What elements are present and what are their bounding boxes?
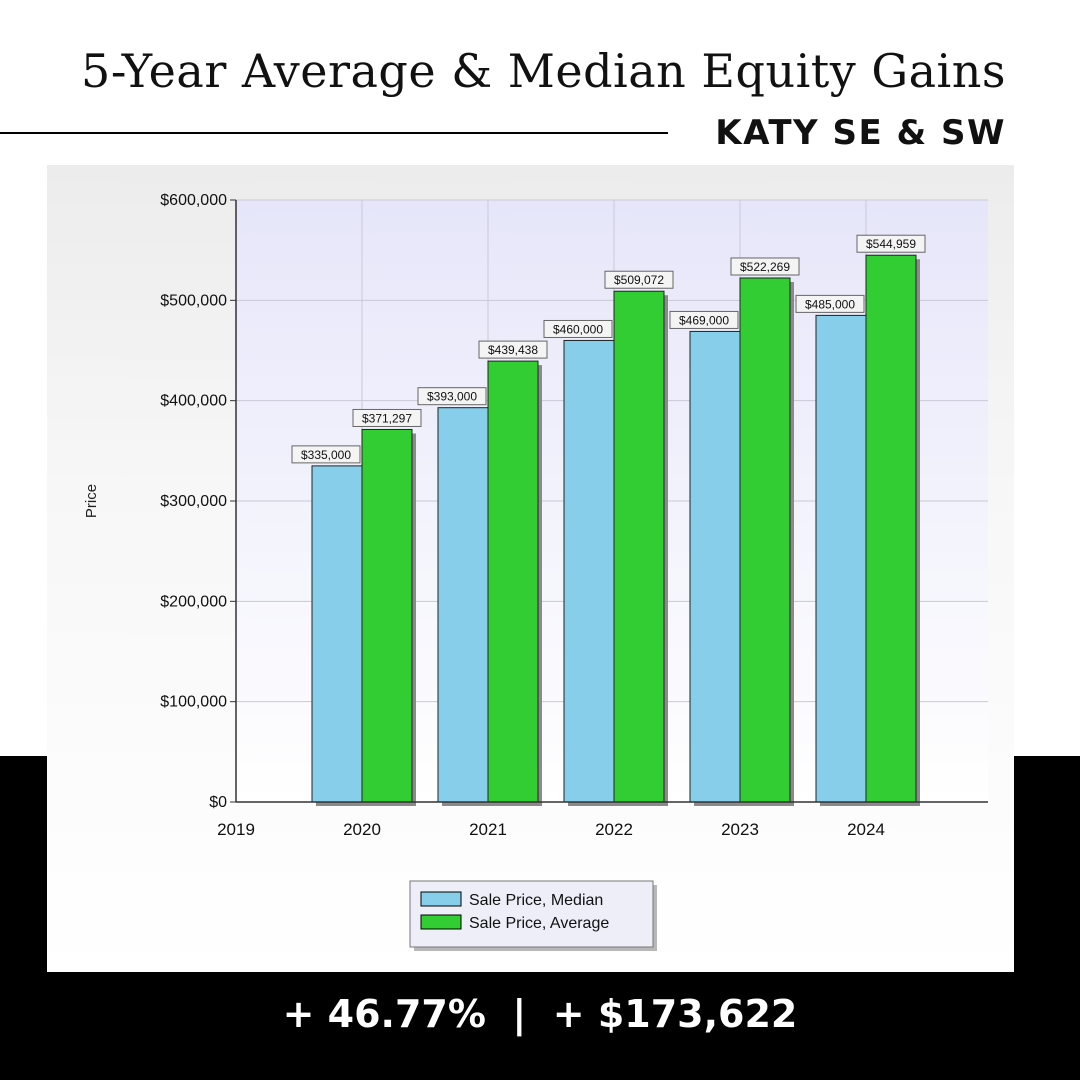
- data-label: $544,959: [866, 237, 916, 251]
- axes: $0 $100,000 $200,000 $300,000 $400,000 $500,0…: [160, 192, 988, 839]
- data-label: $469,000: [679, 313, 729, 327]
- data-label: $335,000: [301, 448, 351, 462]
- y-tick-label: $0: [209, 794, 227, 811]
- x-tick-label: 2019: [217, 820, 255, 839]
- data-label-box: [604, 270, 674, 289]
- bars: [311, 254, 920, 806]
- page-subtitle: KATY SE & SW: [715, 113, 1006, 153]
- title-divider: [0, 132, 668, 134]
- data-label: $371,297: [362, 411, 412, 425]
- data-label: $485,000: [805, 297, 855, 311]
- data-label-box: [543, 319, 613, 338]
- legend-swatch-median: [420, 891, 462, 907]
- data-label-box: [352, 408, 422, 427]
- data-label-box: [417, 387, 487, 406]
- bar-average: [739, 277, 791, 803]
- data-label: $393,000: [427, 390, 477, 404]
- y-axis-label: Price: [83, 484, 100, 518]
- data-label: $509,072: [614, 273, 664, 287]
- y-tick-label: $500,000: [160, 292, 227, 309]
- bar-median: [437, 407, 489, 803]
- bar-median: [815, 314, 867, 803]
- data-label-box: [669, 310, 739, 329]
- data-label-box: [478, 340, 548, 359]
- footer-separator: |: [512, 992, 527, 1036]
- legend-swatch-average: [420, 914, 462, 930]
- bar-chart: $0 $100,000 $200,000 $300,000 $400,000 $500,0…: [83, 192, 988, 951]
- footer-stats: + 46.77% | + $173,622: [0, 992, 1080, 1036]
- data-labels: $335,000 $371,297 $393,000 $439,438 $460,000…: [291, 234, 926, 464]
- x-tick-label: 2020: [343, 820, 381, 839]
- y-tick-label: $400,000: [160, 393, 227, 410]
- y-tick-label: $200,000: [160, 593, 227, 610]
- bar-median: [689, 330, 741, 803]
- data-label: $460,000: [553, 322, 603, 336]
- data-label-box: [795, 294, 865, 313]
- x-tick-label: 2021: [469, 820, 507, 839]
- legend-label-median: Sale Price, Median: [469, 892, 603, 909]
- bar-average: [361, 428, 413, 803]
- data-label-box: [291, 445, 361, 464]
- footer-percent-gain: + 46.77%: [282, 992, 486, 1036]
- y-tick-label: $600,000: [160, 192, 227, 209]
- data-label-box: [856, 234, 926, 253]
- legend-label-average: Sale Price, Average: [469, 915, 609, 932]
- bar-median: [563, 339, 615, 803]
- bar-average: [487, 360, 539, 803]
- y-tick-label: $100,000: [160, 694, 227, 711]
- x-tick-label: 2024: [847, 820, 885, 839]
- x-tick-label: 2022: [595, 820, 633, 839]
- legend: Sale Price, Median Sale Price, Average: [409, 880, 657, 951]
- legend-box: [409, 880, 654, 948]
- bar-median: [311, 465, 363, 803]
- chart-panel: $0 $100,000 $200,000 $300,000 $400,000 $500,0…: [47, 165, 1014, 972]
- data-label-box: [730, 257, 800, 276]
- x-tick-label: 2023: [721, 820, 759, 839]
- y-tick-label: $300,000: [160, 493, 227, 510]
- bar-average: [865, 254, 917, 803]
- page-title: 5-Year Average & Median Equity Gains: [81, 44, 1006, 98]
- footer-dollar-gain: + $173,622: [552, 992, 798, 1036]
- data-label: $439,438: [488, 343, 538, 357]
- data-label: $522,269: [740, 260, 790, 274]
- bar-average: [613, 290, 665, 803]
